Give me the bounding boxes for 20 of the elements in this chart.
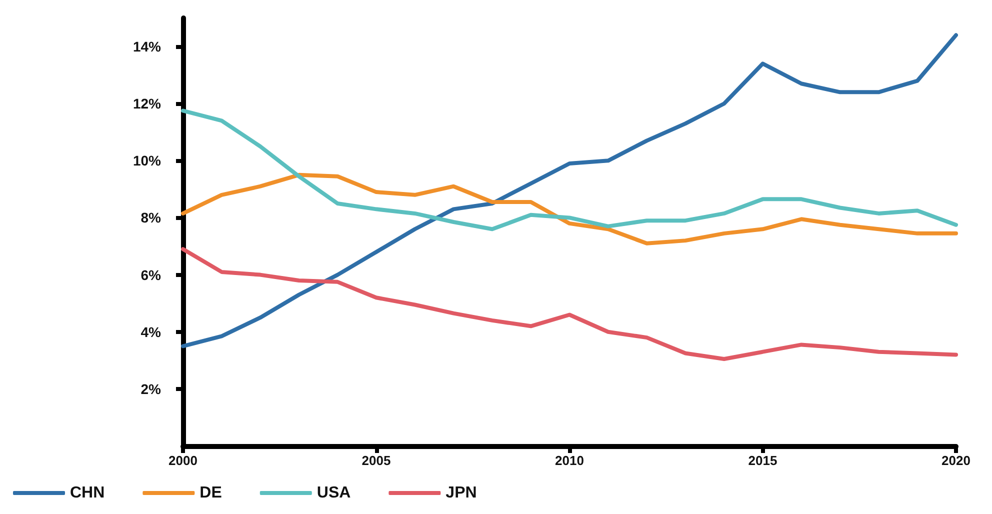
x-tick-label: 2005 (362, 453, 391, 468)
line-series (181, 108, 958, 232)
line-series (181, 247, 958, 361)
y-tick-label: 6% (140, 266, 162, 283)
legend-label: DE (200, 484, 222, 502)
x-tick-label: 2010 (555, 453, 584, 468)
y-tick-label: 12% (132, 96, 162, 112)
x-tick-label: 2015 (748, 453, 778, 468)
legend-label: JPN (446, 484, 477, 502)
y-tick-label: 2% (140, 380, 162, 397)
line-series (181, 33, 958, 348)
y-tick-label: 14% (132, 38, 162, 55)
y-tick-label: 10% (132, 152, 162, 169)
legend-label: CHN (70, 484, 105, 502)
line-series (181, 172, 958, 246)
legend-label: USA (316, 484, 352, 502)
y-tick-label: 8% (140, 210, 162, 226)
y-tick-label: 4% (140, 324, 162, 340)
x-tick-label: 2020 (942, 453, 970, 468)
x-tick-label: 2000 (168, 453, 198, 468)
